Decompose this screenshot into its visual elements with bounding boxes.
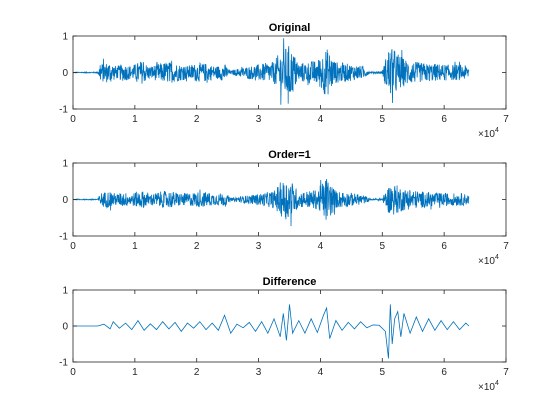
- chart-title: Order=1: [268, 149, 311, 161]
- x-exponent-power: 4: [495, 127, 499, 134]
- y-tick-label: -1: [59, 232, 68, 243]
- x-tick-label: 2: [194, 241, 200, 252]
- series-line: [73, 38, 470, 105]
- x-tick-label: 1: [132, 114, 138, 125]
- y-tick-label: 1: [62, 32, 68, 43]
- x-exponent-base: ×10: [478, 256, 495, 267]
- x-exponent-label: ×104: [478, 254, 499, 267]
- x-tick-label: 7: [503, 241, 509, 252]
- y-tick-label: 1: [62, 286, 68, 297]
- y-tick-label: 1: [62, 159, 68, 170]
- x-tick-label: 4: [318, 241, 324, 252]
- x-tick-label: 5: [380, 114, 386, 125]
- x-tick-label: 1: [132, 367, 138, 378]
- series-line: [73, 179, 470, 227]
- x-tick-label: 3: [256, 367, 262, 378]
- x-exponent-base: ×10: [478, 129, 495, 140]
- x-tick-label: 7: [503, 114, 509, 125]
- x-exponent-label: ×104: [478, 380, 499, 393]
- x-tick-label: 2: [194, 114, 200, 125]
- x-exponent-power: 4: [495, 380, 499, 387]
- subplot-order-1: Order=10 1 2 3 4 5 6 7-101×104: [59, 149, 509, 267]
- x-tick-label: 1: [132, 241, 138, 252]
- x-tick-label: 2: [194, 367, 200, 378]
- x-tick-label: 3: [256, 114, 262, 125]
- y-tick-label: -1: [59, 105, 68, 116]
- x-exponent-label: ×104: [478, 127, 499, 140]
- x-tick-label: 0: [70, 367, 76, 378]
- x-tick-label: 3: [256, 241, 262, 252]
- x-tick-label: 6: [441, 114, 447, 125]
- x-tick-label: 0: [70, 114, 76, 125]
- chart-title: Difference: [263, 276, 317, 288]
- x-tick-label: 5: [380, 241, 386, 252]
- x-tick-label: 0: [70, 241, 76, 252]
- x-exponent-power: 4: [495, 254, 499, 261]
- x-tick-label: 5: [380, 367, 386, 378]
- y-tick-label: -1: [59, 358, 68, 369]
- plot-area: [73, 290, 506, 362]
- x-tick-label: 7: [503, 367, 509, 378]
- series-line: [73, 304, 470, 359]
- x-tick-label: 4: [318, 114, 324, 125]
- x-tick-label: 6: [441, 241, 447, 252]
- y-tick-label: 0: [62, 68, 68, 79]
- y-tick-label: 0: [62, 322, 68, 333]
- x-exponent-base: ×10: [478, 382, 495, 393]
- chart-title: Original: [269, 22, 311, 34]
- y-tick-label: 0: [62, 195, 68, 206]
- x-tick-label: 4: [318, 367, 324, 378]
- x-tick-label: 6: [441, 367, 447, 378]
